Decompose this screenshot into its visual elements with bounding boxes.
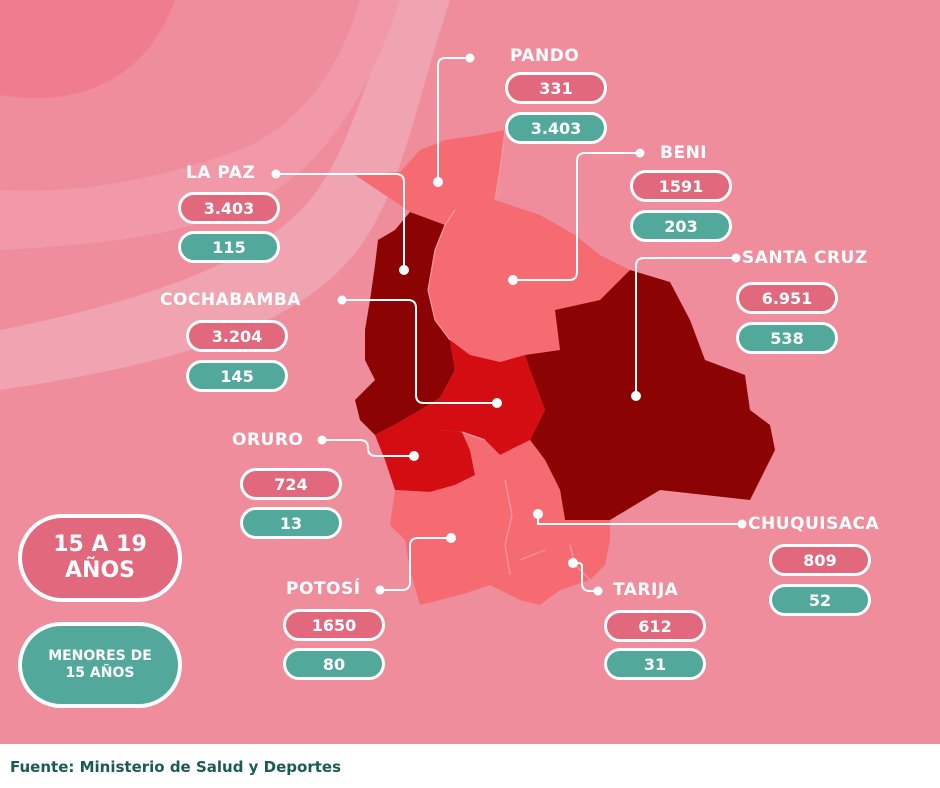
oruro-15-19-value: 724 <box>240 468 342 500</box>
potosi-under-15-value: 80 <box>283 648 385 680</box>
pando-label: PANDO <box>510 46 580 66</box>
oruro-under-15-value: 13 <box>240 507 342 539</box>
la-paz-label: LA PAZ <box>186 163 256 183</box>
santa-cruz-label: SANTA CRUZ <box>742 248 868 268</box>
source-text: Fuente: Ministerio de Salud y Deportes <box>10 758 341 776</box>
region-chuquisaca[interactable] <box>485 440 610 575</box>
tarija-15-19-value: 612 <box>604 610 706 642</box>
tarija-under-15-value: 31 <box>604 648 706 680</box>
chuquisaca-label: CHUQUISACA <box>748 514 880 534</box>
beni-label: BENI <box>660 143 708 163</box>
la-paz-under-15-value: 115 <box>178 231 280 263</box>
la-paz-15-19-value: 3.403 <box>178 192 280 224</box>
legend-under-15: MENORES DE 15 AÑOS <box>18 622 182 708</box>
santa-cruz-15-19-value: 6.951 <box>736 282 838 314</box>
chuquisaca-15-19-value: 809 <box>769 544 871 576</box>
cochabamba-15-19-value: 3.204 <box>186 320 288 352</box>
legend-15-19: 15 A 19 AÑOS <box>18 514 182 602</box>
potosi-label: POTOSÍ <box>286 579 361 599</box>
region-oruro[interactable] <box>375 398 475 492</box>
cochabamba-label: COCHABAMBA <box>160 290 301 310</box>
cochabamba-under-15-value: 145 <box>186 360 288 392</box>
pando-under-15-value: 3.403 <box>505 112 607 144</box>
santa-cruz-under-15-value: 538 <box>736 322 838 354</box>
footer: Fuente: Ministerio de Salud y Deportes <box>0 744 940 788</box>
oruro-label: ORURO <box>232 430 304 450</box>
pando-15-19-value: 331 <box>505 72 607 104</box>
region-tarija[interactable] <box>510 540 610 605</box>
potosi-15-19-value: 1650 <box>283 609 385 641</box>
chuquisaca-under-15-value: 52 <box>769 584 871 616</box>
beni-15-19-value: 1591 <box>630 170 732 202</box>
tarija-label: TARIJA <box>613 580 679 600</box>
beni-under-15-value: 203 <box>630 210 732 242</box>
